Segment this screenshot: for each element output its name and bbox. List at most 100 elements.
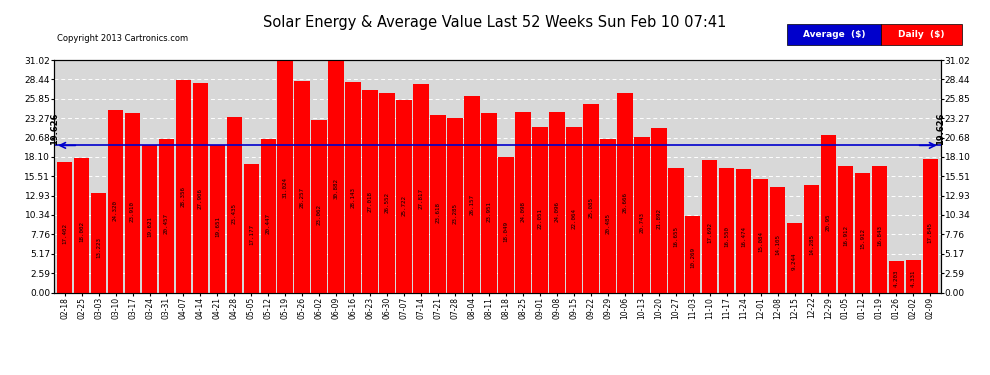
Bar	[464, 96, 480, 292]
Bar	[634, 137, 649, 292]
Text: 22.064: 22.064	[571, 208, 576, 229]
Bar	[193, 83, 208, 292]
Text: 4.203: 4.203	[894, 270, 899, 287]
Text: 15.084: 15.084	[758, 231, 763, 252]
Bar	[108, 110, 124, 292]
Bar	[650, 128, 666, 292]
Text: 28.356: 28.356	[181, 186, 186, 207]
Text: 27.906: 27.906	[198, 188, 203, 209]
Text: 23.951: 23.951	[486, 201, 491, 222]
Bar	[362, 90, 378, 292]
Bar	[244, 164, 259, 292]
Text: Daily  ($): Daily ($)	[899, 30, 944, 39]
Text: 14.285: 14.285	[809, 234, 814, 255]
Bar	[566, 127, 582, 292]
Bar	[260, 139, 276, 292]
Bar	[329, 61, 345, 292]
Bar	[702, 160, 718, 292]
Bar	[854, 173, 870, 292]
Bar	[413, 84, 429, 292]
Text: 24.096: 24.096	[554, 201, 559, 222]
Text: 21.892: 21.892	[656, 208, 661, 229]
Text: 18.002: 18.002	[79, 221, 84, 242]
Text: 20.743: 20.743	[640, 212, 644, 233]
Bar	[447, 118, 463, 292]
Text: 25.722: 25.722	[402, 195, 407, 216]
Text: Average  ($): Average ($)	[803, 30, 865, 39]
Text: 23.618: 23.618	[436, 202, 441, 223]
Bar	[431, 116, 446, 292]
Bar	[91, 194, 106, 292]
Text: 14.105: 14.105	[775, 234, 780, 255]
Bar	[294, 81, 310, 292]
Bar	[804, 185, 820, 292]
Text: 23.435: 23.435	[232, 203, 237, 224]
Bar	[175, 80, 191, 292]
Bar	[889, 261, 904, 292]
Bar	[668, 168, 683, 292]
Text: 18.049: 18.049	[504, 221, 509, 242]
Bar	[142, 146, 157, 292]
Text: 24.320: 24.320	[113, 200, 118, 221]
Text: 28.143: 28.143	[350, 187, 355, 208]
Text: 22.051: 22.051	[538, 208, 543, 229]
Bar	[158, 139, 174, 292]
Text: 16.843: 16.843	[877, 225, 882, 246]
Text: 17.692: 17.692	[707, 222, 712, 243]
Bar	[227, 117, 243, 292]
Bar	[821, 135, 837, 292]
Bar	[871, 166, 887, 292]
Bar	[617, 93, 633, 292]
Text: 20.457: 20.457	[164, 213, 169, 234]
Text: 17.845: 17.845	[928, 222, 933, 243]
Text: 17.177: 17.177	[248, 224, 253, 245]
Bar	[396, 100, 412, 292]
Text: 16.655: 16.655	[673, 226, 678, 247]
Bar	[600, 139, 616, 292]
Bar	[56, 162, 72, 292]
Text: 19.626: 19.626	[936, 112, 944, 145]
Bar	[787, 223, 802, 292]
Bar	[532, 127, 547, 292]
Bar	[770, 187, 785, 292]
Text: 9.244: 9.244	[792, 253, 797, 270]
Bar	[923, 159, 939, 292]
Bar	[752, 180, 768, 292]
Bar	[549, 112, 564, 292]
Text: 23.910: 23.910	[130, 201, 135, 222]
Bar	[736, 169, 751, 292]
Bar	[498, 157, 514, 292]
Text: 26.666: 26.666	[623, 192, 628, 213]
Text: 26.157: 26.157	[469, 194, 474, 215]
Bar	[838, 166, 853, 292]
Text: 27.018: 27.018	[367, 191, 372, 212]
Text: 4.331: 4.331	[911, 269, 916, 286]
Bar	[583, 105, 599, 292]
Text: 31.024: 31.024	[283, 177, 288, 198]
Text: 16.912: 16.912	[842, 225, 848, 246]
Text: 20.447: 20.447	[266, 213, 271, 234]
Text: 19.651: 19.651	[215, 216, 220, 237]
Text: 30.882: 30.882	[334, 178, 339, 199]
Bar	[379, 93, 395, 292]
Bar	[74, 158, 89, 292]
Text: 19.621: 19.621	[147, 216, 152, 237]
Bar	[481, 113, 497, 292]
Text: 23.285: 23.285	[452, 204, 457, 225]
Text: 28.257: 28.257	[300, 187, 305, 208]
Text: Copyright 2013 Cartronics.com: Copyright 2013 Cartronics.com	[57, 34, 188, 43]
Text: 20.485: 20.485	[605, 213, 610, 234]
Bar	[685, 216, 701, 292]
Text: 16.474: 16.474	[742, 226, 746, 248]
Text: Solar Energy & Average Value Last 52 Weeks Sun Feb 10 07:41: Solar Energy & Average Value Last 52 Wee…	[263, 15, 727, 30]
Text: 19.626: 19.626	[50, 112, 59, 145]
Bar	[210, 145, 225, 292]
Text: 10.269: 10.269	[690, 248, 695, 268]
Text: 17.402: 17.402	[62, 223, 67, 244]
Bar	[346, 82, 361, 292]
Text: 20.95: 20.95	[826, 213, 831, 231]
Text: 15.912: 15.912	[860, 228, 865, 249]
Bar	[277, 60, 293, 292]
Text: 25.085: 25.085	[588, 197, 593, 218]
Bar	[515, 112, 531, 292]
